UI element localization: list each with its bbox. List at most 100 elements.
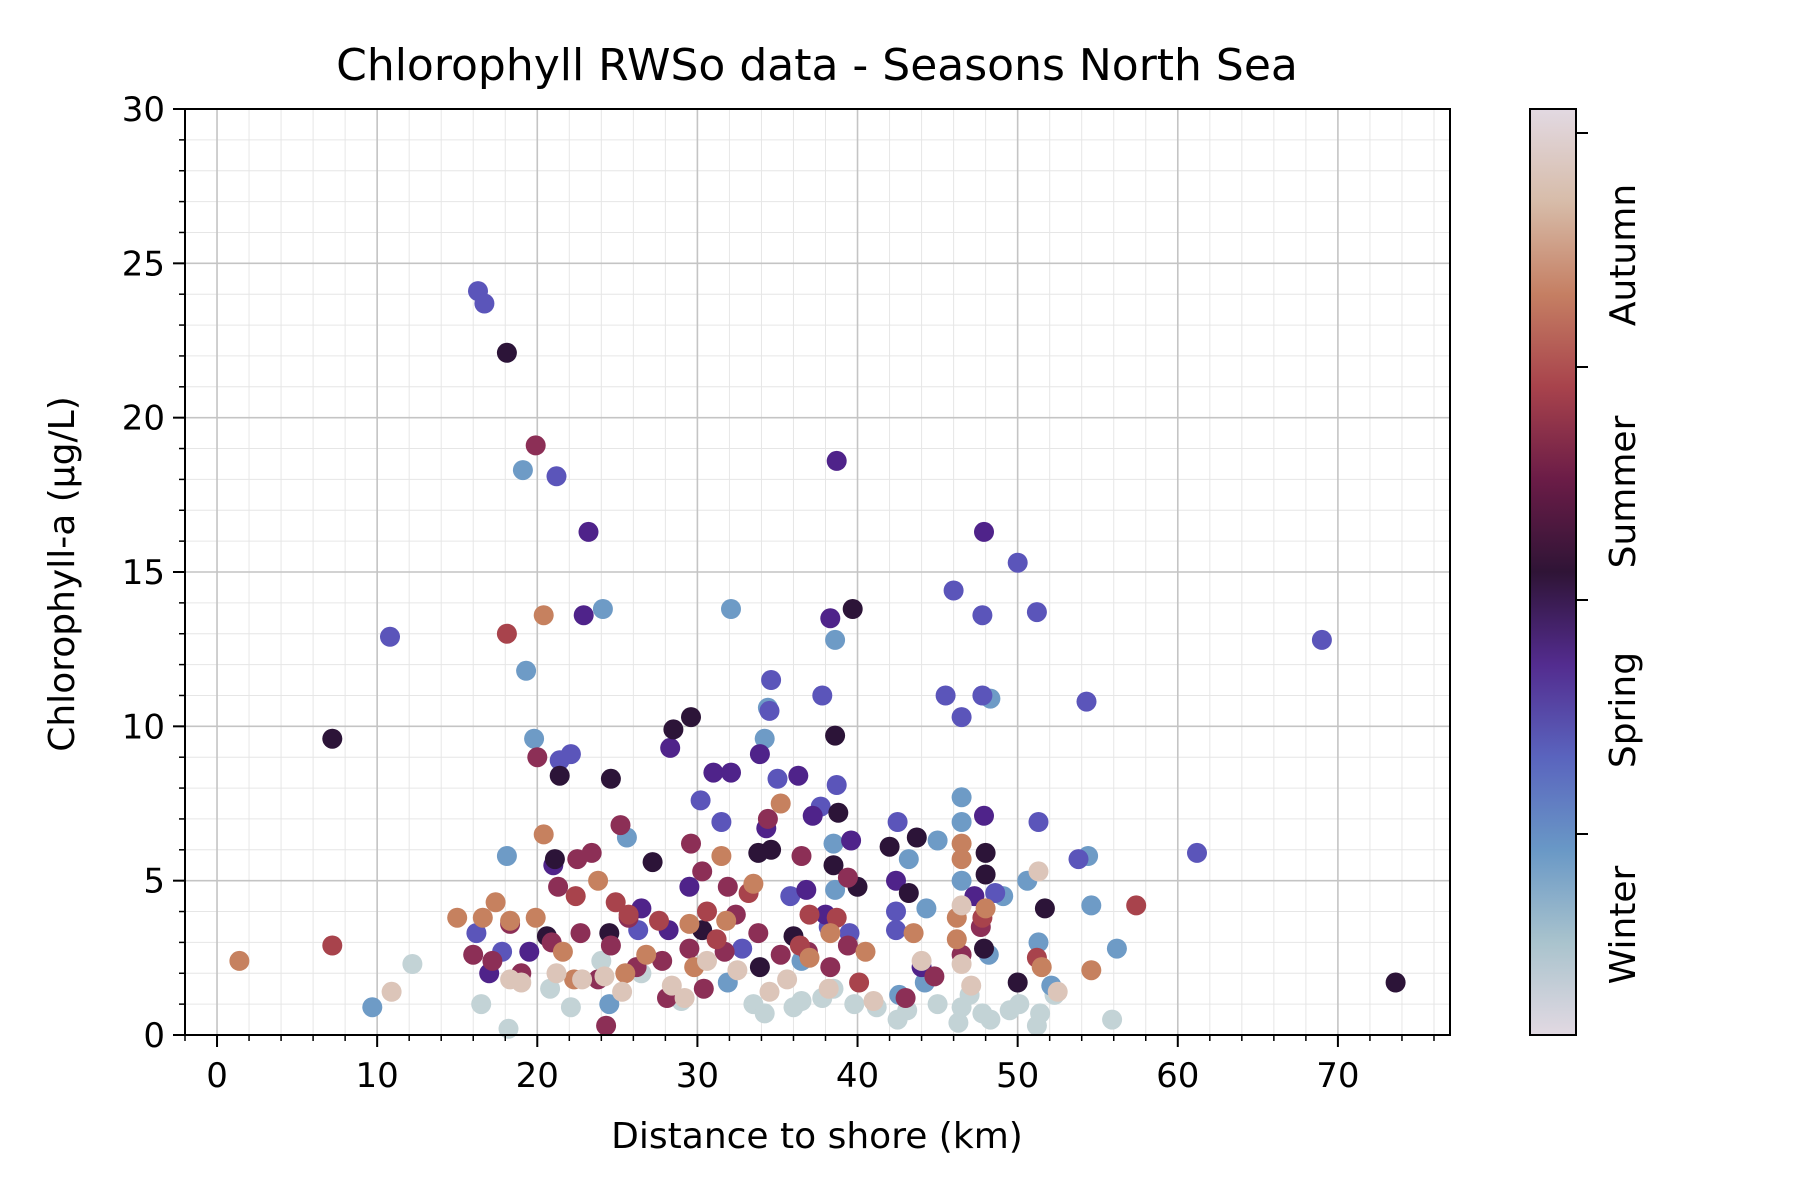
data-point (837, 935, 858, 956)
data-point (229, 950, 250, 971)
data-point (895, 988, 916, 1008)
data-point (498, 1018, 519, 1039)
data-point (820, 608, 841, 629)
data-point (1026, 602, 1047, 623)
x-tick-label: 20 (516, 1056, 559, 1096)
data-point (1385, 972, 1406, 993)
data-point (1007, 972, 1028, 993)
data-point (466, 923, 487, 944)
colorbar-label: Autumn (1603, 184, 1644, 326)
data-point (599, 994, 620, 1015)
data-point (496, 342, 517, 363)
data-point (381, 981, 402, 1002)
data-point (612, 981, 633, 1002)
data-point (592, 599, 613, 619)
data-point (552, 941, 573, 962)
data-point (716, 910, 737, 931)
data-point (898, 883, 919, 903)
data-point (527, 747, 548, 768)
data-point (679, 913, 700, 934)
data-point (783, 997, 804, 1018)
data-point (692, 861, 713, 882)
data-point (615, 963, 636, 984)
data-point (485, 892, 506, 913)
data-point (703, 762, 724, 783)
data-point (825, 629, 846, 650)
data-point (748, 923, 769, 944)
data-point (1126, 895, 1147, 916)
data-point (826, 907, 847, 928)
data-point (1047, 981, 1068, 1002)
data-point (849, 972, 870, 993)
data-point (1106, 938, 1127, 959)
data-point (652, 950, 673, 971)
data-point (533, 605, 554, 626)
data-point (975, 898, 996, 919)
data-point (447, 907, 468, 928)
data-point (743, 873, 764, 894)
data-point (999, 1000, 1020, 1021)
data-point (573, 605, 594, 626)
data-point (927, 994, 948, 1015)
y-tick-label: 30 (122, 90, 165, 130)
data-point (549, 765, 570, 786)
data-point (825, 725, 846, 746)
data-point (1034, 898, 1055, 919)
data-point (948, 1012, 969, 1033)
data-point (754, 1003, 775, 1024)
data-point (951, 787, 972, 808)
y-tick-label: 20 (122, 399, 165, 439)
data-point (697, 950, 717, 971)
data-point (749, 744, 770, 765)
data-point (693, 978, 714, 999)
data-point (322, 728, 343, 749)
data-point (759, 700, 780, 721)
data-point (1028, 812, 1049, 832)
data-point (924, 966, 945, 987)
data-point (636, 944, 657, 965)
data-point (754, 728, 775, 749)
data-point (525, 435, 546, 456)
data-point (799, 904, 820, 925)
data-point (511, 972, 532, 993)
data-point (474, 293, 495, 314)
data-point (663, 719, 684, 740)
data-point (717, 876, 738, 897)
data-point (516, 660, 537, 681)
data-point (322, 935, 343, 956)
data-point (600, 935, 621, 956)
data-point (818, 978, 839, 999)
colorbar-label: Summer (1603, 415, 1644, 568)
data-point (600, 768, 621, 789)
x-tick-label: 70 (1316, 1056, 1359, 1096)
data-point (759, 981, 780, 1002)
data-point (812, 685, 833, 706)
data-point (799, 947, 820, 968)
y-tick-label: 10 (122, 707, 165, 747)
y-tick-label: 25 (122, 244, 165, 284)
data-point (578, 521, 599, 542)
data-point (605, 892, 626, 913)
data-point (1028, 861, 1049, 882)
x-tick-label: 0 (206, 1056, 228, 1096)
data-point (649, 910, 669, 931)
data-point (974, 521, 994, 542)
data-point (886, 901, 906, 922)
data-point (721, 762, 741, 783)
data-point (879, 836, 900, 857)
data-point (674, 988, 695, 1008)
x-tick-label: 10 (356, 1056, 399, 1096)
data-point (591, 950, 612, 971)
data-point (935, 685, 956, 706)
data-point (1076, 691, 1097, 712)
data-point (1102, 1009, 1123, 1030)
data-point (980, 1009, 1001, 1030)
data-point (548, 876, 569, 897)
data-point (732, 938, 753, 959)
data-point (826, 450, 847, 471)
x-tick-label: 60 (1156, 1056, 1199, 1096)
data-point (519, 941, 540, 962)
data-point (1081, 960, 1102, 981)
data-point (471, 994, 492, 1015)
data-point (594, 966, 615, 987)
